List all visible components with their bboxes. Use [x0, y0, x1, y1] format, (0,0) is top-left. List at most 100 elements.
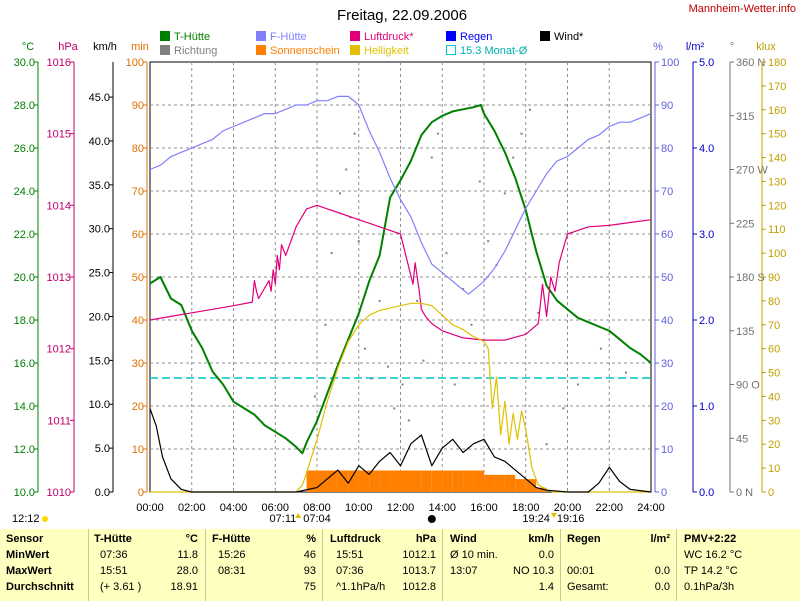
y-tick-label: 30 [768, 415, 780, 427]
stat-wind-value: 1.4 [538, 581, 554, 593]
legend-label: 15.3 Monat-Ø [460, 45, 528, 57]
stat-rain-value: 0.0 [654, 581, 670, 593]
y-tick-label: 20 [661, 401, 673, 413]
sunshine-bar [525, 479, 537, 492]
legend-swatch [446, 31, 456, 41]
y-tick-label: 26.0 [14, 143, 35, 155]
direction-point [407, 419, 410, 422]
series-line [150, 302, 651, 493]
axis-unit-label: km/h [93, 41, 117, 53]
legend-label: Wind* [554, 31, 584, 43]
sunshine-bar [410, 470, 422, 492]
direction-point [453, 383, 456, 386]
plot-series [149, 95, 652, 493]
y-tick-label: 225 [736, 218, 754, 230]
sunshine-bar [337, 470, 349, 492]
legend: T-Hütte F-Hütte Luftdruck* Regen Wind* Richtu… [160, 31, 584, 57]
weather-chart: 00:00 02:00 04:00 06:00 08:00 10:00 12:00 14:00… [12, 3, 796, 525]
x-tick-label: 14:00 [428, 502, 456, 514]
sunshine-bar [484, 474, 495, 492]
y-tick-label: 5.0 [699, 57, 714, 69]
sunshine-bar [327, 470, 338, 492]
stats-unit-humidity: % [306, 533, 316, 545]
stat-pmv-value: 0.1hPa/3h [684, 581, 735, 593]
sunshine-bar [379, 470, 391, 492]
x-tick-label: 16:00 [470, 502, 498, 514]
stat-temp-value: 18.91 [170, 581, 198, 593]
direction-point [503, 192, 506, 195]
stat-temp-time: (+ 3.61 ) [100, 581, 142, 593]
direction-point [345, 168, 348, 171]
direction-point [624, 371, 627, 374]
direction-point [599, 347, 602, 350]
stats-column-divider [88, 529, 89, 601]
stat-humidity-time: 15:26 [218, 549, 246, 561]
stats-header-wind: Wind [450, 533, 477, 545]
y-tick-label: 100 [661, 57, 679, 69]
direction-point [378, 299, 381, 302]
x-tick-label: 18:00 [512, 502, 540, 514]
direction-point [478, 180, 481, 183]
y-tick-label: 10 [132, 444, 144, 456]
y-tick-label: 1011 [47, 415, 71, 427]
y-tick-label: 1012 [47, 344, 71, 356]
y-tick-label: 0 [768, 487, 774, 499]
stat-pressure-value: 1013.7 [402, 565, 436, 577]
sunshine-bar [421, 470, 432, 492]
y-tick-label: 22.0 [14, 229, 35, 241]
y-tick-label: 70 [768, 320, 780, 332]
sunset-marker [550, 513, 557, 518]
sunshine-bar [306, 470, 317, 492]
y-tick-label: 170 [768, 81, 786, 93]
sunshine-bar [431, 470, 443, 492]
site-link[interactable]: Mannheim-Wetter.info [689, 3, 796, 15]
x-tick-label: 20:00 [554, 502, 582, 514]
y-tick-label: 40 [661, 315, 673, 327]
stat-humidity-value: 75 [303, 581, 316, 593]
y-tick-label: 70 [132, 186, 144, 198]
y-tick-label: 150 [768, 129, 786, 141]
y-tick-label: 0 N [736, 487, 753, 499]
chart-title: Freitag, 22.09.2006 [337, 7, 467, 24]
sunshine-bar [317, 470, 328, 492]
y-tick-label: 0.0 [699, 487, 714, 499]
x-tick-label: 12:00 [387, 502, 415, 514]
y-tick-label: 18.0 [14, 315, 35, 327]
legend-swatch [446, 45, 456, 55]
sunset-mark-label: 19:16 [557, 513, 585, 525]
y-tick-label: 1016 [47, 57, 71, 69]
direction-point [353, 132, 356, 135]
y-tick-label: 70 [661, 186, 673, 198]
legend-label: T-Hütte [174, 31, 210, 43]
y-tick-label: 45.0 [89, 92, 110, 104]
stat-temp-value: 28.0 [176, 565, 198, 577]
direction-point [393, 407, 396, 410]
stat-rain-time: Gesamt: [567, 581, 609, 593]
sunshine-bar [442, 470, 453, 492]
stats-header-humidity: F-Hütte [212, 533, 251, 545]
direction-point [562, 407, 565, 410]
legend-label: Sonnenschein [270, 45, 340, 57]
stat-temp-value: 11.8 [177, 549, 198, 561]
y-tick-label: 160 [768, 105, 786, 117]
stats-unit-wind: km/h [528, 533, 554, 545]
y-tick-label: 14.0 [14, 401, 35, 413]
y-tick-label: 140 [768, 153, 786, 165]
solar-noon-marker [427, 515, 436, 523]
y-tick-label: 130 [768, 176, 786, 188]
x-tick-label: 22:00 [595, 502, 623, 514]
axis-unit-label: hPa [58, 41, 78, 53]
stats-header-temp: T-Hütte [94, 533, 132, 545]
direction-point [520, 132, 523, 135]
plot-frame [149, 61, 652, 493]
y-tick-label: 180 [768, 57, 786, 69]
stats-column-divider [676, 529, 677, 601]
direction-point [528, 108, 531, 111]
axis-unit-label: ° [730, 41, 734, 53]
y-tick-label: 110 [768, 224, 786, 236]
sunshine-bar [504, 474, 516, 492]
stat-rain-value: 0.0 [654, 565, 670, 577]
sun-time-label: 12:12 [12, 513, 40, 525]
sunrise-mark-label: 07:04 [303, 513, 331, 525]
y-tick-label: 16.0 [14, 358, 35, 370]
